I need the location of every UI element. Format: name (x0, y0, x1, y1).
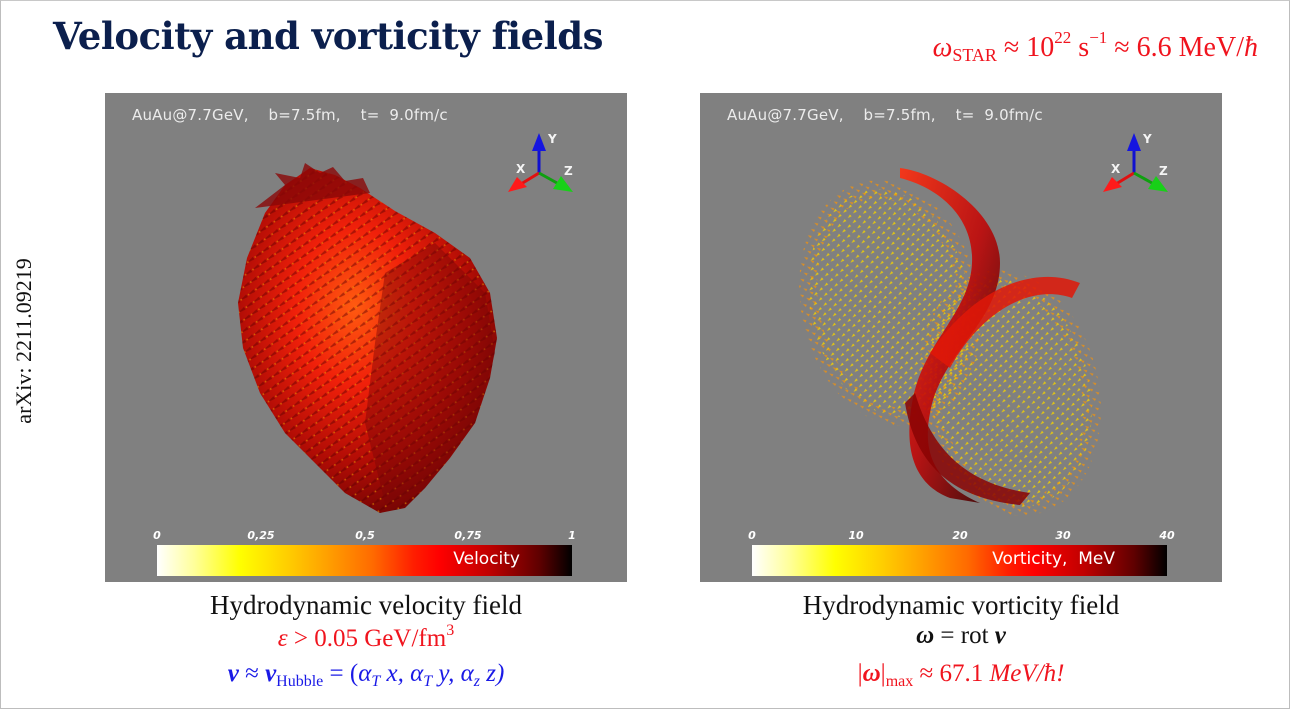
equals-paren: = ( (323, 660, 359, 687)
colorbar-tick: 40 (1159, 529, 1175, 542)
colorbar-tick: 20 (952, 529, 968, 542)
omega-symbol: ω (916, 622, 935, 649)
velocity-field-visualization (238, 163, 497, 513)
z-term: z) (479, 660, 505, 687)
max-vorticity-value: |ω|max ≈ 67.1 MeV/ħ! (700, 660, 1222, 691)
vorticity-caption-title: Hydrodynamic vorticity field (802, 590, 1120, 620)
abs-bar: | (880, 660, 886, 687)
star-vorticity-equation: ωSTAR ≈ 1022 s−1 ≈ 6.6 MeV/ħ (933, 28, 1258, 66)
epsilon-symbol: ε (277, 625, 288, 652)
vorticity-field-visualization (799, 168, 1101, 516)
x-term: x, (380, 660, 411, 687)
colorbar-tick: 0,25 (247, 529, 275, 542)
axes-triad-icon: Y X Z (1103, 132, 1168, 192)
v-symbol: v (994, 622, 1006, 649)
y-term: y, (432, 660, 461, 687)
vorticity-colorbar: Vorticity, MeV (752, 545, 1167, 576)
slide-title: Velocity and vorticity fields (53, 14, 603, 58)
omega-symbol: ω (862, 660, 881, 687)
colorbar-tick: 1 (568, 529, 576, 542)
star-subscript: STAR (952, 45, 997, 65)
approx-value-1: ≈ 10 (1003, 32, 1055, 63)
colorbar-label: Vorticity, MeV (992, 549, 1115, 569)
cube-exponent: 3 (446, 622, 455, 639)
energy-density-threshold: ε > 0.05 GeV/fm3 (105, 622, 627, 653)
max-value: ≈ 67.1 (913, 660, 990, 687)
alpha-symbol: α (358, 660, 372, 687)
velocity-caption-title: Hydrodynamic velocity field (210, 590, 522, 620)
threshold-value: > 0.05 GeV/fm (287, 625, 447, 652)
hubble-subscript: Hubble (276, 673, 324, 690)
v-symbol: v (265, 660, 277, 687)
colorbar-tick: 0,75 (454, 529, 482, 542)
exponent-1: 22 (1054, 28, 1072, 47)
colorbar-tick: 30 (1055, 529, 1071, 542)
unit-seconds: s (1071, 32, 1090, 63)
velocity-blob (238, 163, 497, 513)
velocity-field-panel: AuAu@7.7GeV, b=7.5fm, t= 9.0fm/c Y X Z 0… (105, 93, 627, 582)
axes-triad-icon: Y X Z (508, 132, 573, 192)
axis-y-label: Y (1142, 132, 1152, 146)
axis-y-label: Y (547, 132, 557, 146)
colorbar-tick: 0,5 (355, 529, 375, 542)
alpha-symbol: α (410, 660, 424, 687)
axis-z-label: Z (1159, 164, 1168, 178)
axis-z-label: Z (564, 164, 573, 178)
vorticity-definition: ω = rot v (700, 622, 1222, 650)
vorticity-field-panel: AuAu@7.7GeV, b=7.5fm, t= 9.0fm/c Y X Z 0… (700, 93, 1222, 582)
exponent-2: −1 (1089, 28, 1108, 47)
alpha-symbol: α (460, 660, 474, 687)
alpha-subscript: T (423, 673, 433, 690)
colorbar-label: Velocity (453, 549, 520, 569)
axis-x-label: X (516, 162, 526, 176)
hbar-symbol: ħ! (1043, 660, 1065, 687)
rot-operator: = rot (934, 622, 995, 649)
alpha-subscript: z (473, 673, 480, 690)
hbar-symbol: ħ (1244, 32, 1258, 63)
abs-bar: | (857, 660, 863, 687)
approx-sign: ≈ (238, 660, 266, 687)
v-symbol: v (227, 660, 239, 687)
axis-x-label: X (1111, 162, 1121, 176)
arxiv-reference: arXiv: 2211.09219 (11, 258, 36, 424)
colorbar-tick: 10 (848, 529, 864, 542)
colorbar-tick: 0 (153, 529, 161, 542)
colorbar-tick: 0 (748, 529, 756, 542)
vorticity-torus (799, 168, 1101, 516)
omega-symbol: ω (932, 32, 953, 63)
approx-value-2: ≈ 6.6 MeV/ (1107, 32, 1244, 63)
alpha-subscript: T (371, 673, 381, 690)
simulation-parameters: AuAu@7.7GeV, b=7.5fm, t= 9.0fm/c (727, 106, 1043, 124)
max-unit: MeV/ (989, 660, 1044, 687)
hubble-velocity-equation: v ≈ vHubble = (αT x, αT y, αz z) (105, 660, 627, 691)
max-subscript: max (885, 673, 914, 690)
velocity-colorbar: Velocity (157, 545, 572, 576)
simulation-parameters: AuAu@7.7GeV, b=7.5fm, t= 9.0fm/c (132, 106, 448, 124)
